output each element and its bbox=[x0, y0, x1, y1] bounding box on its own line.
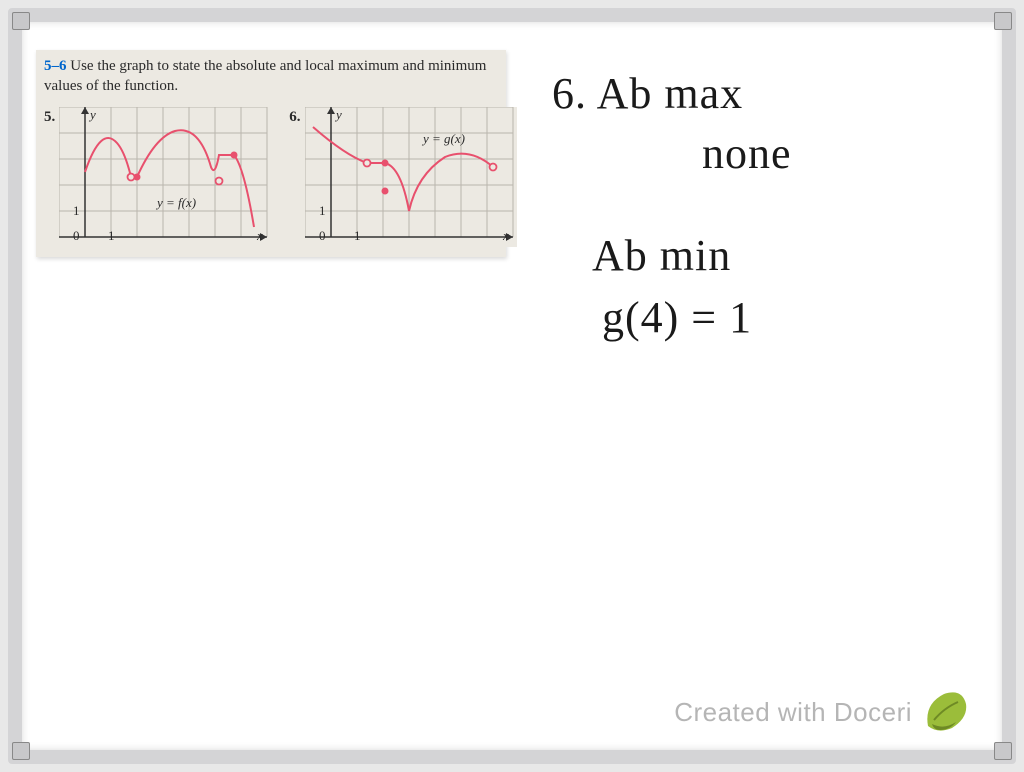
section-instruction: Use the graph to state the absolute and … bbox=[44, 58, 486, 94]
svg-text:0: 0 bbox=[319, 228, 326, 243]
doceri-watermark: Created with Doceri bbox=[674, 690, 968, 734]
svg-text:y = g(x): y = g(x) bbox=[421, 131, 465, 146]
doceri-leaf-icon bbox=[922, 690, 968, 734]
svg-text:1: 1 bbox=[73, 203, 80, 218]
plot-number: 5. bbox=[44, 109, 55, 126]
plot-5-graph: y x 0 1 1 y = f(x) bbox=[59, 107, 271, 247]
plot-6: 6. y x 0 1 1 y = g(x) bbox=[289, 107, 516, 247]
handwritten-line-4: g(4) = 1 bbox=[602, 294, 752, 342]
section-number: 5–6 bbox=[44, 58, 67, 74]
handwritten-line-3: Ab min bbox=[592, 232, 731, 280]
watermark-text: Created with Doceri bbox=[674, 697, 912, 728]
svg-text:1: 1 bbox=[319, 203, 326, 218]
svg-text:y: y bbox=[334, 107, 342, 122]
plot-5: 5. y x 0 1 1 y = f(x) bbox=[44, 107, 271, 247]
instruction-text: 5–6 Use the graph to state the absolute … bbox=[44, 56, 498, 97]
plot-6-graph: y x 0 1 1 y = g(x) bbox=[305, 107, 517, 247]
svg-text:x: x bbox=[502, 228, 509, 243]
handwritten-line-2: none bbox=[702, 130, 792, 178]
whiteboard-content: 5–6 Use the graph to state the absolute … bbox=[22, 22, 1002, 750]
handwritten-line-1: 6. Ab max bbox=[552, 70, 743, 118]
svg-text:x: x bbox=[256, 228, 263, 243]
textbook-snippet: 5–6 Use the graph to state the absolute … bbox=[36, 50, 506, 257]
svg-text:1: 1 bbox=[108, 228, 115, 243]
plot-number: 6. bbox=[289, 109, 300, 126]
svg-text:0: 0 bbox=[73, 228, 80, 243]
whiteboard-frame: 5–6 Use the graph to state the absolute … bbox=[8, 8, 1016, 764]
svg-text:y: y bbox=[88, 107, 96, 122]
svg-text:1: 1 bbox=[354, 228, 361, 243]
svg-text:y = f(x): y = f(x) bbox=[155, 195, 196, 210]
